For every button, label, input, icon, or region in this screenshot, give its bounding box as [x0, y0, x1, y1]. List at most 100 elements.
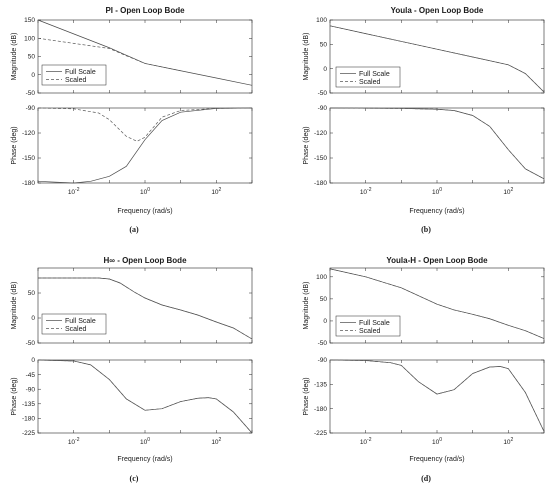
- phase-series-scaled: [329, 107, 545, 180]
- magnitude-ytick-label: 50: [320, 296, 328, 303]
- phase-frame: [329, 359, 545, 434]
- phase-series-full-scale: [329, 107, 545, 180]
- legend-label: Scaled: [65, 77, 87, 84]
- legend-label: Full Scale: [359, 71, 390, 78]
- legend-label: Scaled: [359, 79, 381, 86]
- phase-ylabel: Phase (deg): [303, 126, 310, 164]
- magnitude-ytick-label: 100: [24, 35, 35, 42]
- phase-ytick-label: -180: [22, 416, 35, 423]
- magnitude-ytick-label: 0: [323, 66, 327, 73]
- x-tick-label: 102: [211, 437, 221, 446]
- bode-panel-c: H∞ - Open Loop Bode 50 0 -50 Magnitude (dB) 0…: [11, 256, 253, 483]
- phase-ytick-label: -120: [22, 130, 35, 137]
- magnitude-ylabel: Magnitude (dB): [11, 33, 18, 81]
- phase-ytick-label: -150: [22, 155, 35, 162]
- magnitude-ytick-label: 50: [320, 42, 328, 49]
- legend-box: [335, 66, 401, 88]
- phase-ytick-label: -90: [318, 105, 328, 112]
- panel-caption: (c): [130, 474, 139, 483]
- phase-ytick-label: -225: [22, 430, 35, 437]
- phase-ytick-label: -135: [22, 401, 35, 408]
- x-tick-label: 10-2: [68, 187, 80, 196]
- magnitude-ytick-label: 0: [31, 315, 35, 322]
- phase-series-full-scale: [329, 359, 545, 432]
- legend-label: Scaled: [65, 326, 87, 333]
- panel-caption: (a): [129, 225, 139, 234]
- x-tick-label: 100: [432, 437, 442, 446]
- phase-ytick-label: -225: [314, 430, 327, 437]
- phase-ytick-label: -135: [314, 382, 327, 389]
- magnitude-ytick-label: 50: [28, 54, 36, 61]
- phase-ylabel: Phase (deg): [11, 377, 18, 415]
- x-axis-label: Frequency (rad/s): [409, 456, 464, 463]
- x-tick-label: 100: [140, 437, 150, 446]
- magnitude-ylabel: Magnitude (dB): [11, 282, 18, 330]
- magnitude-ytick-label: -50: [318, 90, 328, 97]
- magnitude-ylabel: Magnitude (dB): [303, 33, 310, 81]
- legend-label: Scaled: [359, 328, 381, 335]
- phase-ytick-label: -120: [314, 130, 327, 137]
- phase-ytick-label: -150: [314, 155, 327, 162]
- x-tick-label: 10-2: [360, 187, 372, 196]
- phase-ytick-label: -90: [26, 386, 36, 393]
- legend-label: Full Scale: [359, 320, 390, 327]
- phase-ytick-label: -180: [314, 406, 327, 413]
- x-tick-label: 100: [140, 187, 150, 196]
- phase-ylabel: Phase (deg): [303, 377, 310, 415]
- magnitude-ytick-label: 150: [24, 17, 35, 24]
- x-axis-label: Frequency (rad/s): [117, 456, 172, 463]
- phase-series-scaled: [329, 359, 545, 432]
- bode-panel-b: Youla - Open Loop Bode 100 50 0 -50 Magnitude…: [303, 6, 545, 234]
- phase-series-scaled: [37, 107, 253, 142]
- magnitude-ytick-label: -50: [318, 340, 328, 347]
- phase-frame: [329, 107, 545, 184]
- legend-label: Full Scale: [65, 318, 96, 325]
- phase-ytick-label: 0: [31, 357, 35, 364]
- x-axis-label: Frequency (rad/s): [409, 208, 464, 215]
- x-tick-label: 102: [211, 187, 221, 196]
- panel-caption: (d): [421, 474, 431, 483]
- phase-series-full-scale: [37, 359, 253, 434]
- magnitude-ytick-label: 100: [316, 17, 327, 24]
- magnitude-ytick-label: -50: [26, 90, 36, 97]
- magnitude-series-scaled: [37, 37, 181, 72]
- magnitude-ytick-label: 50: [28, 290, 36, 297]
- chart-title: Youla - Open Loop Bode: [391, 6, 484, 15]
- x-tick-label: 10-2: [360, 437, 372, 446]
- x-tick-label: 102: [503, 437, 513, 446]
- legend-box: [41, 313, 107, 335]
- phase-series-full-scale: [37, 107, 253, 184]
- phase-series-scaled: [37, 359, 253, 434]
- phase-ytick-label: -180: [314, 180, 327, 187]
- bode-panel-a: PI - Open Loop Bode 150 100 50 0 -50 Magnitude…: [11, 6, 253, 234]
- panel-caption: (b): [421, 225, 431, 234]
- phase-ytick-label: -90: [26, 105, 36, 112]
- x-axis-label: Frequency (rad/s): [117, 208, 172, 215]
- phase-ytick-label: -180: [22, 180, 35, 187]
- magnitude-ytick-label: 100: [316, 274, 327, 281]
- phase-frame: [37, 359, 253, 434]
- magnitude-series-scaled: [38, 277, 253, 340]
- chart-title: PI - Open Loop Bode: [105, 6, 185, 15]
- x-tick-label: 100: [432, 187, 442, 196]
- phase-frame: [37, 107, 253, 184]
- x-tick-label: 10-2: [68, 437, 80, 446]
- legend-box: [41, 64, 107, 86]
- x-tick-label: 102: [503, 187, 513, 196]
- magnitude-series-scaled: [329, 268, 545, 339]
- phase-ytick-label: -45: [26, 372, 36, 379]
- phase-ytick-label: -90: [318, 357, 328, 364]
- magnitude-ylabel: Magnitude (dB): [303, 282, 310, 330]
- magnitude-ytick-label: -50: [26, 340, 36, 347]
- legend-label: Full Scale: [65, 69, 96, 76]
- magnitude-series-scaled: [329, 25, 545, 93]
- magnitude-ytick-label: 0: [323, 318, 327, 325]
- bode-panel-d: Youla-H - Open Loop Bode 100 50 0 -50 Magnitu…: [303, 256, 545, 483]
- chart-title: H∞ - Open Loop Bode: [103, 256, 187, 265]
- chart-title: Youla-H - Open Loop Bode: [386, 256, 488, 265]
